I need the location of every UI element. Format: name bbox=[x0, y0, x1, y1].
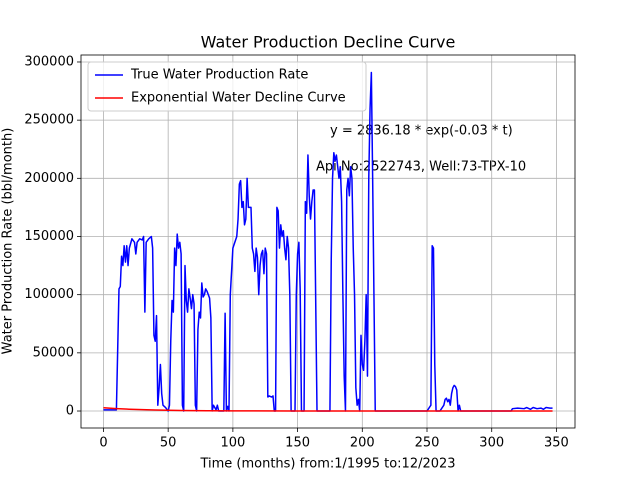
y-tick-label: 250000 bbox=[24, 113, 74, 128]
y-tick-label: 100000 bbox=[24, 287, 74, 302]
x-tick-label: 350 bbox=[544, 436, 569, 451]
well-annotation: Api No:2522743, Well:73-TPX-10 bbox=[316, 160, 526, 175]
y-tick-label: 200000 bbox=[24, 171, 74, 186]
chart-title: Water Production Decline Curve bbox=[201, 33, 456, 52]
x-tick-label: 100 bbox=[220, 436, 245, 451]
equation-annotation: y = 2836.18 * exp(-0.03 * t) bbox=[330, 124, 513, 139]
y-tick-label: 0 bbox=[66, 404, 74, 419]
data-line bbox=[103, 406, 553, 412]
x-tick-label: 250 bbox=[415, 436, 440, 451]
x-tick-label: 50 bbox=[160, 436, 177, 451]
legend-box bbox=[87, 61, 367, 112]
y-tick-label: 300000 bbox=[24, 54, 74, 69]
x-axis-label: Time (months) from:1/1995 to:12/2023 bbox=[199, 457, 455, 472]
y-tick-label: 150000 bbox=[24, 229, 74, 244]
plot-frame bbox=[80, 54, 576, 429]
x-tick-label: 200 bbox=[350, 436, 375, 451]
x-tick-label: 300 bbox=[479, 436, 504, 451]
y-tick-label: 50000 bbox=[33, 345, 74, 360]
legend-label: True Water Production Rate bbox=[130, 68, 308, 83]
legend-label: Exponential Water Decline Curve bbox=[131, 91, 346, 106]
y-axis-label: Water Production Rate (bbl/month) bbox=[1, 128, 16, 355]
x-tick-label: 150 bbox=[285, 436, 310, 451]
x-tick-label: 0 bbox=[99, 436, 107, 451]
